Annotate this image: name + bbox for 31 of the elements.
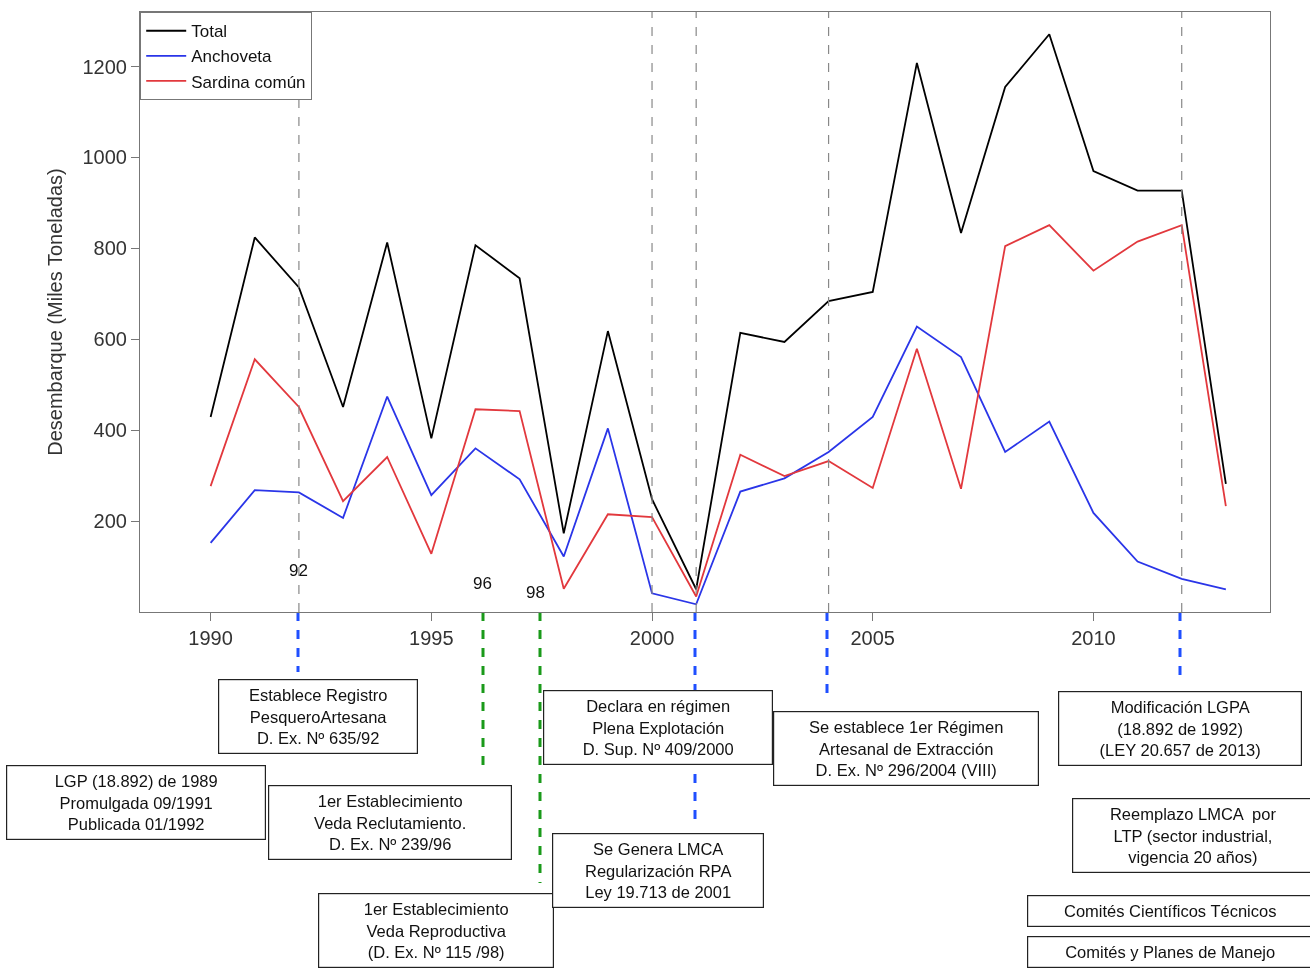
y-tick-label: 400 — [93, 419, 127, 442]
y-tick-label: 1000 — [82, 146, 127, 169]
annotation: 92 — [289, 561, 308, 580]
text: Comités y Planes de Manejo — [1065, 943, 1276, 962]
text: Reemplazo LMCA por LTP (sector industrial, vigencia 20 años) — [1109, 805, 1277, 867]
legend-label: Sardina común — [191, 72, 306, 92]
x-tick-label: 2000 — [629, 627, 675, 650]
y-axis-title: Desembarque (Miles Toneladas) — [43, 168, 66, 456]
text: Modificación LGPA (18.892 de 1992) (LEY 20.657 de 2013) — [1099, 698, 1261, 760]
text: Comités Científicos Técnicos — [1063, 902, 1277, 921]
text: LGP (18.892) de 1989 Promulgada 09/1991 Publicada 01/1992 — [54, 772, 218, 834]
x-tick-label: 1990 — [188, 627, 233, 650]
text: 1er Establecimiento Veda Reclutamiento. D. Ex. Nº 239/96 — [314, 792, 467, 854]
line-series — [209, 325, 1227, 606]
y-tick-label: 200 — [93, 510, 127, 533]
text: Declara en régimen Plena Explotación D. Sup. Nº 409/2000 — [582, 697, 734, 759]
x-tick-label: 2010 — [1071, 627, 1116, 650]
y-tick-label: 1200 — [82, 55, 127, 78]
legend-label: Total — [191, 22, 228, 42]
x-tick-label: 2005 — [850, 627, 895, 650]
text: 1er Establecimiento Veda Reproductiva (D. Ex. Nº 115 /98) — [363, 900, 509, 962]
y-tick-label: 600 — [93, 328, 127, 351]
line-series — [209, 224, 1227, 598]
text: Establece Registro PesqueroArtesana D. Ex. Nº 635/92 — [248, 686, 388, 748]
x-tick-label: 1995 — [409, 627, 454, 650]
y-tick-label: 800 — [93, 237, 127, 260]
text: Se Genera LMCA Regularización RPA Ley 19.713 de 2001 — [584, 840, 732, 902]
annotation: 98 — [526, 583, 545, 602]
legend-label: Anchoveta — [191, 47, 273, 67]
annotation: 96 — [473, 574, 492, 593]
text: Se establece 1er Régimen Artesanal de Extracción D. Ex. Nº 296/2004 (VIII) — [808, 718, 1004, 780]
